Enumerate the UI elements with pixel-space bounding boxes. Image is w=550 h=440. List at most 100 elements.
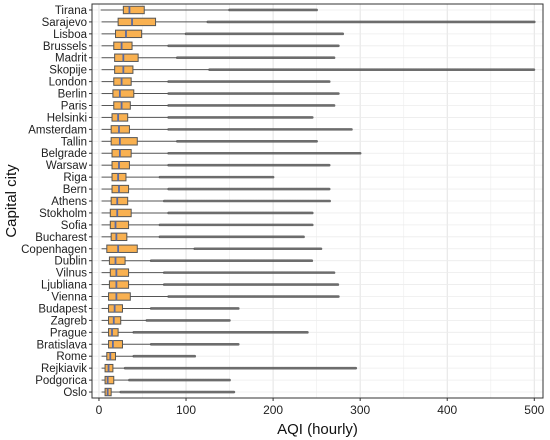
y-tick-label: Skopije [49,65,87,77]
box-iqr [109,208,132,218]
y-tick-label: Ljubliana [41,280,88,292]
box-ljubliana [101,280,340,289]
y-tick-label: Bratislava [37,339,88,351]
box-iqr [113,41,133,50]
box-iqr [110,125,130,134]
y-tick-label: Paris [61,100,87,112]
y-tick-label: Bern [63,184,87,196]
box-iqr [114,53,139,62]
box-iqr [108,292,131,301]
box-iqr [115,29,143,39]
box-iqr [108,328,119,337]
box-paris [101,101,336,110]
y-tick-label: Budapest [38,303,87,315]
box-lisboa [101,29,345,39]
y-tick-label: Sarajevo [42,17,87,29]
box-tirana [100,5,318,15]
box-iqr [108,256,126,265]
y-tick-label: Tirana [55,5,88,17]
y-tick-label: Copenhagen [21,244,87,256]
box-layer [100,5,536,397]
y-tick-labels: TiranaSarajevoLisboaBrusselsMadritSkopij… [21,5,92,399]
x-tick-label: 100 [176,403,196,417]
y-axis-title: Capital city [3,164,20,238]
box-iqr [110,196,129,206]
box-bucharest [101,232,305,242]
box-brussels [101,41,340,50]
box-iqr [117,17,157,27]
y-tick-label: Prague [50,327,87,339]
box-podgorica [101,375,231,385]
box-helsinki [101,113,314,122]
box-iqr [108,280,130,289]
y-tick-label: Helsinki [47,112,87,124]
y-tick-label: Brussels [43,41,87,53]
y-tick-label: Vilnus [56,268,87,280]
box-vienna [101,292,340,301]
box-iqr [106,244,138,253]
box-riga [101,172,275,182]
box-copenhagen [101,244,323,253]
y-tick-label: Rome [56,351,87,363]
y-tick-label: Vienna [51,292,87,304]
box-warsaw [101,160,331,170]
box-oslo [101,387,236,397]
box-iqr [111,184,130,194]
box-berlin [101,89,340,98]
box-skopije [101,65,536,74]
box-bratislava [101,340,240,349]
y-tick-label: Stokholm [39,208,87,220]
box-madrit [101,53,336,62]
box-rome [101,352,197,361]
y-tick-label: Dublin [54,256,87,268]
box-amsterdam [101,125,353,134]
box-iqr [108,340,123,349]
box-iqr [109,268,130,277]
box-iqr [122,5,145,15]
y-tick-label: Riga [63,172,87,184]
box-london [101,77,331,86]
box-iqr [111,113,129,122]
box-iqr [111,160,130,170]
box-iqr [104,375,115,385]
y-tick-label: London [49,77,87,89]
box-rejkiavik [101,363,358,373]
box-zagreb [101,316,231,325]
y-tick-label: Lisboa [53,29,87,41]
box-iqr [111,149,132,158]
y-tick-label: Oslo [63,387,87,399]
y-tick-label: Rejkiavik [41,363,87,375]
box-iqr [109,220,130,230]
box-prague [101,328,310,337]
box-stokholm [101,208,314,218]
box-sarajevo [101,17,536,27]
box-iqr [112,89,135,98]
y-tick-label: Sofia [61,220,88,232]
box-iqr [110,232,128,242]
y-tick-label: Podgorica [35,375,87,387]
box-vilnus [101,268,336,277]
y-tick-label: Tallin [61,136,87,148]
x-tick-labels: 0 100 200 300 400 500 [96,398,545,417]
x-tick-label: 300 [350,403,370,417]
box-belgrade [101,149,362,158]
box-tallin [101,137,318,146]
y-tick-label: Warsaw [46,160,88,172]
x-tick-label: 500 [524,403,544,417]
box-bern [101,184,331,194]
x-tick-label: 200 [263,403,283,417]
x-axis-title: AQI (hourly) [277,421,358,438]
box-sofia [101,220,314,230]
box-dublin [101,256,314,265]
y-tick-label: Amsterdam [28,124,87,136]
y-tick-label: Berlin [58,89,87,101]
box-budapest [101,304,240,313]
y-tick-label: Zagreb [51,315,87,327]
box-iqr [110,137,138,146]
box-athens [101,196,331,206]
y-tick-label: Bucharest [35,232,88,244]
x-tick-label: 400 [437,403,457,417]
x-tick-label: 0 [96,403,103,417]
